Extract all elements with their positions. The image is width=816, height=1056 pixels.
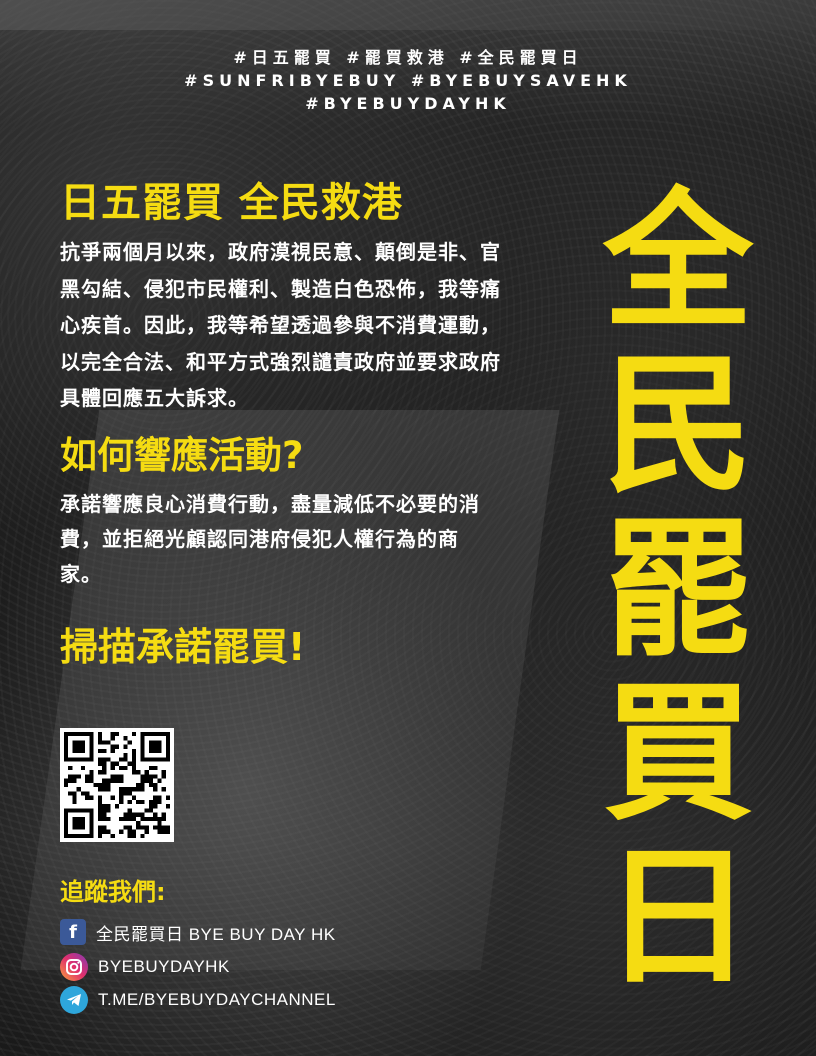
qr-code-graphic [64, 732, 170, 838]
scan-pledge-title: 掃描承諾罷買! [60, 624, 306, 669]
telegram-label: T.ME/BYEBUYDAYCHANNEL [98, 990, 336, 1009]
how-to-respond-title: 如何響應活動? [60, 433, 304, 477]
hashtags: #日五罷買 #罷買救港 #全民罷買日 #SUNFRIBYEBUY #BYEBUY… [0, 46, 816, 115]
instagram-icon [60, 953, 88, 981]
hashtags-line-3: #BYEBUYDAYHK [305, 94, 511, 113]
telegram-icon [60, 986, 88, 1014]
follow-us-title: 追蹤我們: [60, 878, 166, 906]
hashtags-line-2: #SUNFRIBYEBUY #BYEBUYSAVEHK [184, 71, 632, 90]
facebook-label: 全民罷買日 BYE BUY DAY HK [96, 924, 336, 944]
intro-paragraph: 抗爭兩個月以來，政府漠視民意、顛倒是非、官黑勾結、侵犯市民權利、製造白色恐佈，我… [60, 240, 501, 410]
facebook-icon: f [60, 919, 86, 945]
vertical-title-char-3: 罷 [602, 503, 753, 677]
vertical-title-char-4: 買 [602, 667, 753, 841]
background-structure [0, 0, 816, 30]
facebook-link[interactable]: f 全民罷買日 BYE BUY DAY HK [60, 918, 500, 946]
main-content: 日五罷買 全民救港 抗爭兩個月以來，政府漠視民意、顛倒是非、官黑勾結、侵犯市民權… [60, 176, 520, 672]
qr-code[interactable] [60, 728, 174, 842]
vertical-title: 全 民 罷 買 日 [588, 180, 768, 1000]
instagram-link[interactable]: BYEBUYDAYHK [60, 953, 500, 981]
hashtags-line-1: #日五罷買 #罷買救港 #全民罷買日 [233, 48, 583, 67]
telegram-link[interactable]: T.ME/BYEBUYDAYCHANNEL [60, 986, 500, 1014]
vertical-title-char-1: 全 [602, 175, 753, 349]
headline: 日五罷買 全民救港 [60, 180, 403, 226]
vertical-title-char-5: 日 [602, 831, 753, 1005]
instagram-label: BYEBUYDAYHK [98, 957, 230, 976]
how-to-respond-body: 承諾響應良心消費行動，盡量減低不必要的消費，並拒絕光顧認同港府侵犯人權行為的商家… [60, 491, 480, 586]
vertical-title-char-2: 民 [602, 339, 753, 513]
